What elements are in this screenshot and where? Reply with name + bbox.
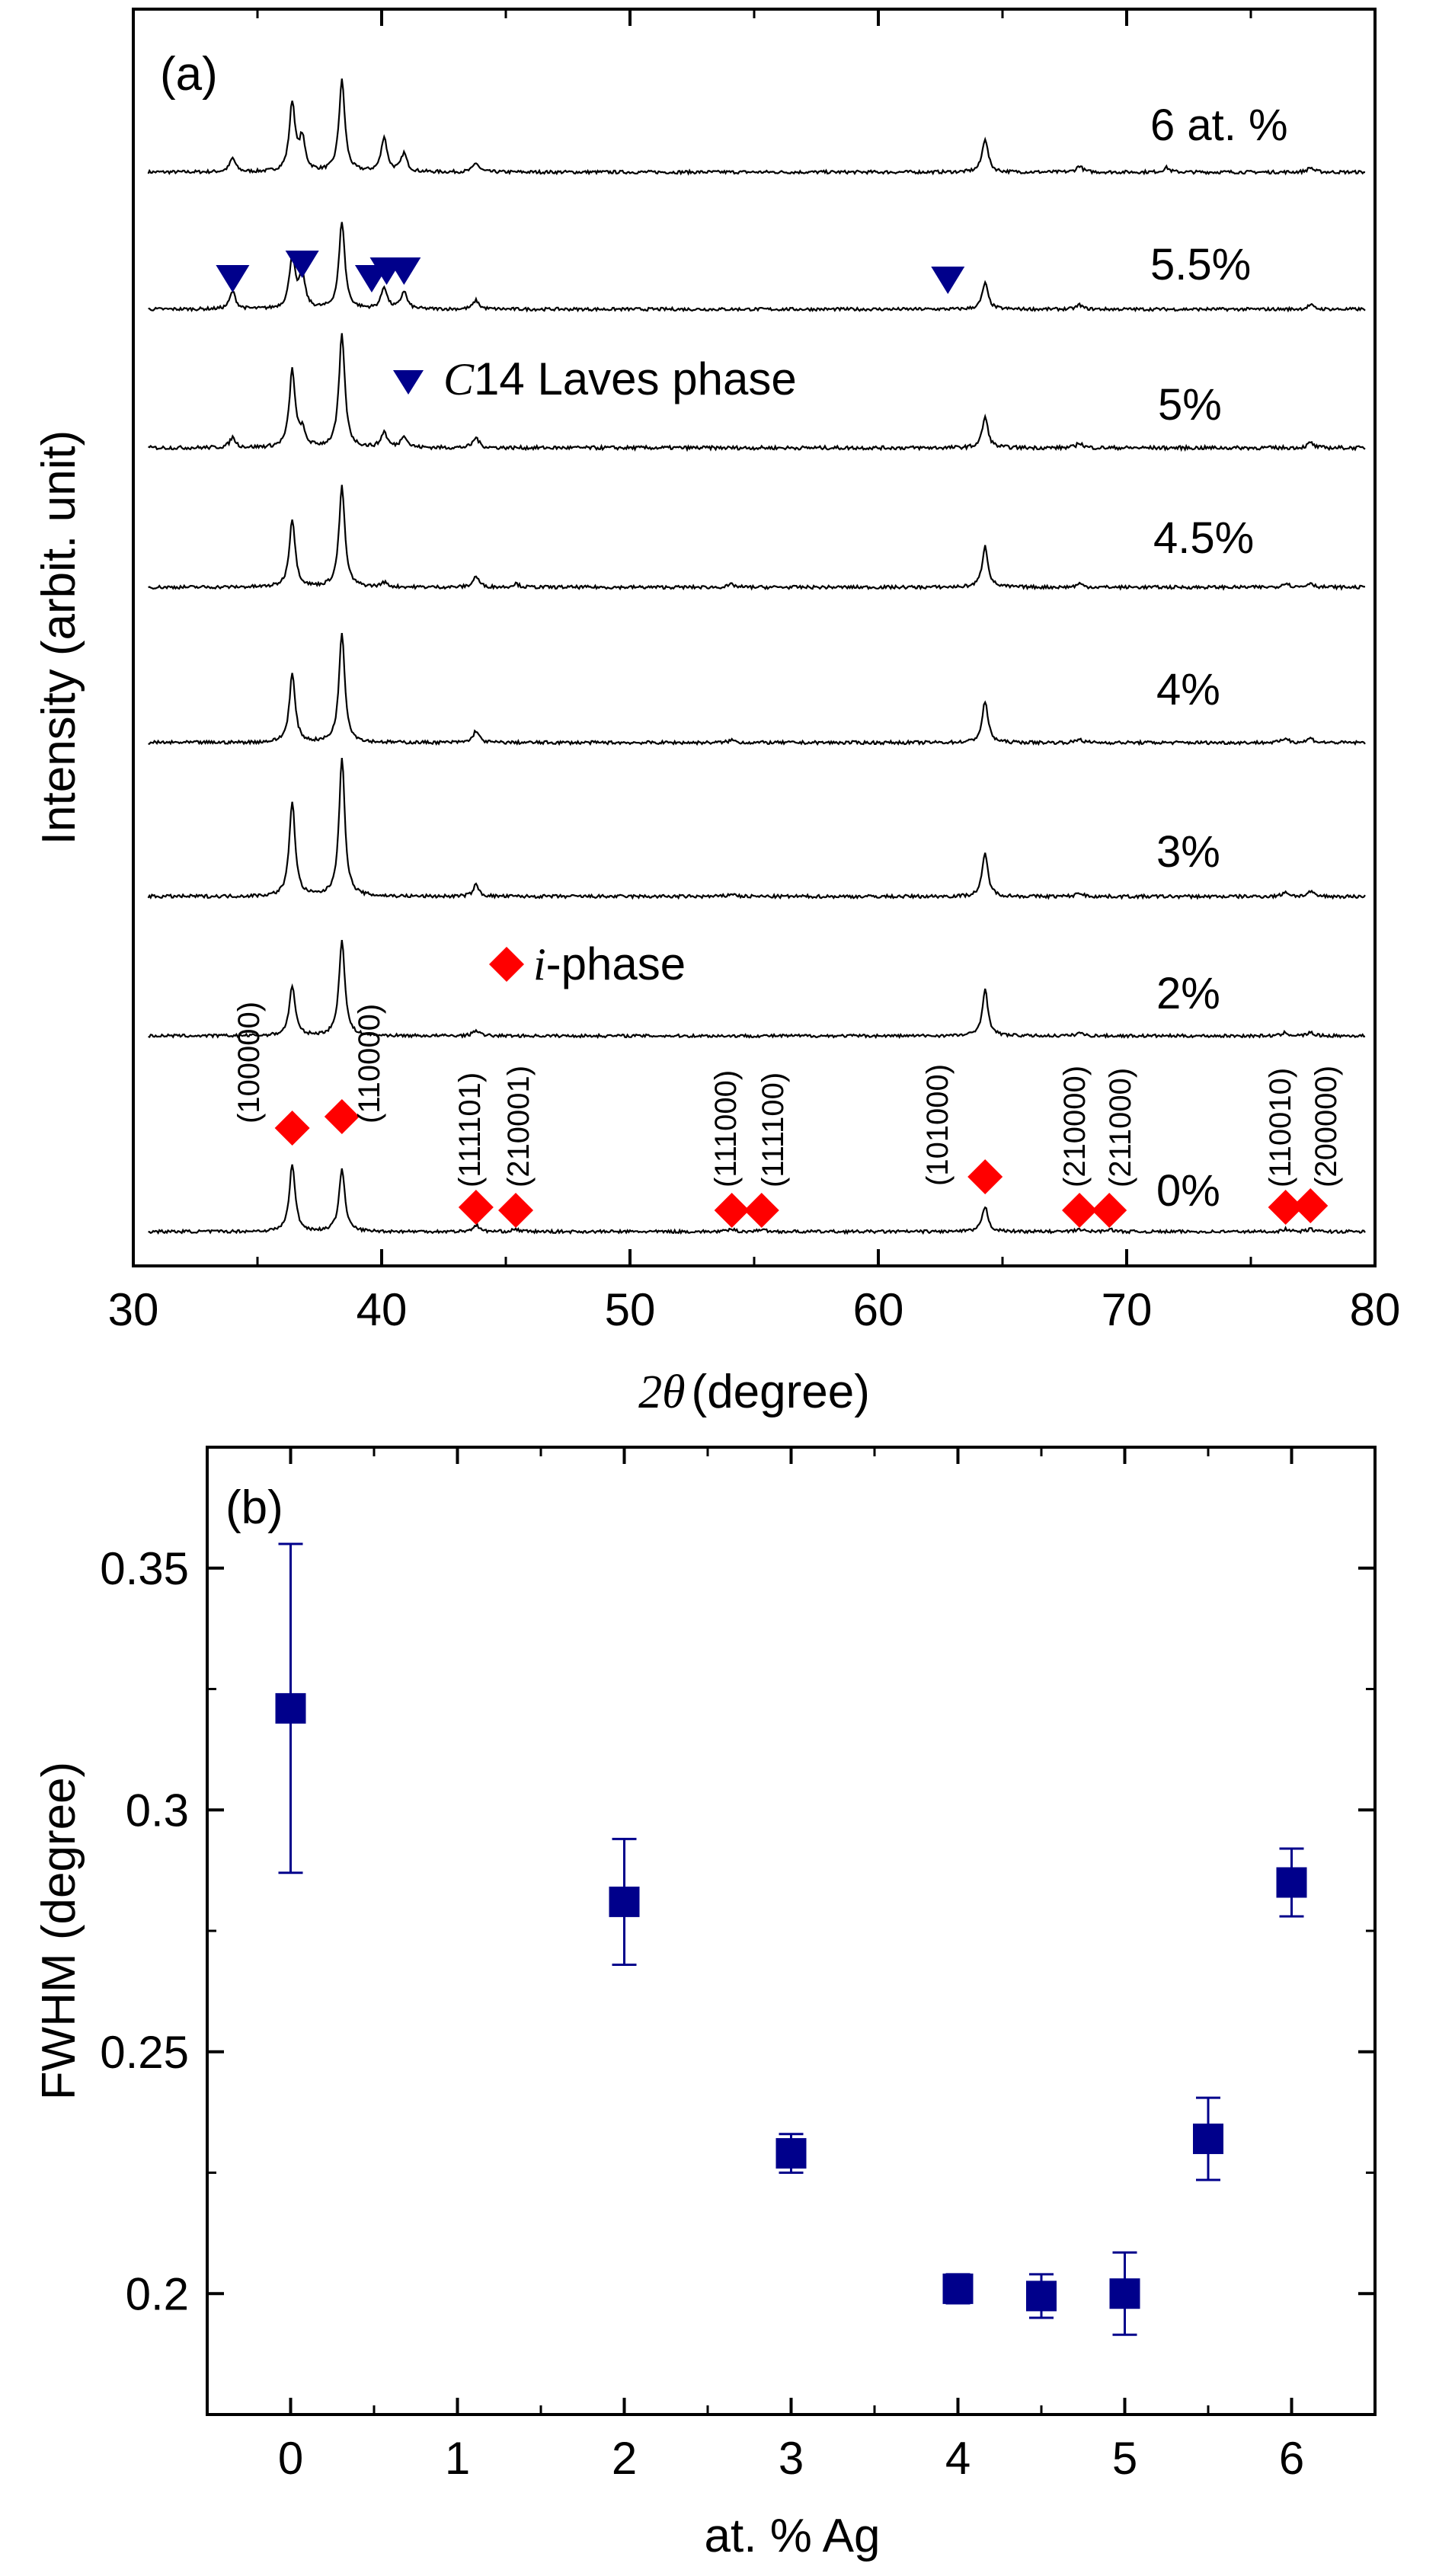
hkl-label: (101000) xyxy=(921,1064,955,1186)
fwhm-point xyxy=(609,1886,640,1917)
fwhm-point xyxy=(1026,2280,1057,2312)
xrd-trace xyxy=(147,78,1366,176)
panel-a-x-axis: 30 40 50 60 70 80 xyxy=(108,9,1401,1335)
i-phase-marker xyxy=(1062,1193,1098,1228)
i-phase-marker xyxy=(743,1193,779,1228)
panel-b-axes: 0 1 2 3 4 5 6 0.2 0.25 0.3 0.35 xyxy=(100,1446,1377,2484)
xrd-trace xyxy=(148,939,1366,1040)
fwhm-point xyxy=(275,1692,306,1724)
hkl-label: (200000) xyxy=(1309,1066,1343,1187)
x-axis-var: 2θ xyxy=(638,1366,685,1418)
hkl-label: (111101) xyxy=(453,1072,487,1187)
x-tick-label: 40 xyxy=(357,1284,408,1335)
panel-a-x-axis-title: 2θ (degree) xyxy=(638,1366,870,1418)
laves-marker xyxy=(387,257,421,285)
laves-legend-marker xyxy=(393,370,424,395)
x-tick-label: 4 xyxy=(945,2433,971,2484)
y-tick-label: 0.25 xyxy=(100,2027,189,2078)
i-phase-marker xyxy=(324,1099,360,1134)
xrd-trace xyxy=(147,757,1366,900)
i-phase-marker xyxy=(1293,1188,1329,1223)
panel-a-composition-labels: 6 at. % 5.5% 5% 4.5% 4% 3% 2% 0% xyxy=(1150,101,1288,1216)
x-tick-label: 6 xyxy=(1279,2433,1304,2484)
label-0: 0% xyxy=(1156,1166,1220,1216)
x-axis-unit: (degree) xyxy=(692,1366,870,1418)
y-tick-label: 0.2 xyxy=(126,2268,189,2319)
laves-legend-suffix: 14 Laves phase xyxy=(474,353,797,404)
panel-b-y-axis-title: FWHM (degree) xyxy=(33,1762,85,2100)
fwhm-point xyxy=(775,2138,807,2169)
i-phase-marker xyxy=(967,1159,1003,1194)
xrd-trace xyxy=(148,632,1366,746)
x-tick-label: 1 xyxy=(445,2433,470,2484)
x-tick-label: 5 xyxy=(1112,2433,1137,2484)
hkl-label: (110010) xyxy=(1264,1068,1297,1187)
laves-marker xyxy=(285,251,319,278)
hkl-label: (210001) xyxy=(502,1066,536,1187)
x-tick-label: 2 xyxy=(612,2433,637,2484)
label-4-5: 4.5% xyxy=(1153,513,1254,563)
laves-marker xyxy=(931,267,965,294)
i-phase-marker xyxy=(498,1193,534,1228)
i-phase-marker xyxy=(458,1190,494,1225)
laves-legend-label: C14 Laves phase xyxy=(443,353,797,404)
i-phase-marker xyxy=(714,1193,750,1228)
laves-marker xyxy=(216,265,250,292)
laves-legend-var: C xyxy=(443,354,475,404)
x-tick-label: 3 xyxy=(779,2433,804,2484)
y-tick-label: 0.3 xyxy=(126,1785,189,1836)
panel-a-traces xyxy=(147,78,1366,1235)
x-tick-label: 0 xyxy=(278,2433,303,2484)
i-phase-marker xyxy=(1268,1190,1303,1225)
panel-b-label: (b) xyxy=(225,1481,283,1534)
panel-a-frame xyxy=(132,8,1377,1267)
label-3: 3% xyxy=(1156,827,1220,877)
i-phase-marker xyxy=(274,1111,310,1146)
label-4: 4% xyxy=(1156,665,1220,714)
label-5-5: 5.5% xyxy=(1150,240,1251,289)
i-phase-marker xyxy=(1092,1193,1127,1228)
hkl-label: (110000) xyxy=(353,1004,386,1123)
label-2: 2% xyxy=(1156,969,1220,1018)
hkl-label: (111000) xyxy=(709,1070,743,1187)
xrd-trace xyxy=(148,484,1366,591)
fwhm-point xyxy=(1276,1867,1307,1898)
panel-b-fwhm: (b) 0 1 2 3 4 5 60.20.250.30.35 FWHM (degree) … xyxy=(33,1446,1377,2562)
x-tick-label: 70 xyxy=(1102,1284,1153,1335)
i-phase-legend-var: i xyxy=(533,939,546,989)
panel-b-x-axis-title: at. % Ag xyxy=(705,2510,881,2562)
panel-b-points xyxy=(275,1542,1307,2336)
i-phase-legend-suffix: -phase xyxy=(546,938,686,989)
hkl-label: (100000) xyxy=(232,1002,266,1123)
fwhm-point xyxy=(942,2273,974,2304)
label-6: 6 at. % xyxy=(1150,101,1288,150)
label-5: 5% xyxy=(1158,380,1222,430)
hkl-label: (211000) xyxy=(1104,1068,1137,1187)
panel-a-y-axis-title: Intensity (arbit. unit) xyxy=(33,430,85,845)
i-phase-legend-label: i-phase xyxy=(533,938,686,989)
hkl-label: (210000) xyxy=(1058,1066,1092,1187)
panel-a-xrd-patterns: (a) (100000) (110000) (111101) (210001) (111… xyxy=(33,8,1401,1418)
y-tick-label: 0.35 xyxy=(100,1543,189,1594)
x-tick-label: 50 xyxy=(605,1284,656,1335)
xrd-trace xyxy=(148,222,1366,313)
fwhm-point xyxy=(1193,2124,1223,2155)
xrd-trace xyxy=(148,1164,1366,1235)
x-tick-label: 60 xyxy=(853,1284,904,1335)
x-tick-label: 80 xyxy=(1350,1284,1401,1335)
panel-b-frame xyxy=(206,1446,1377,2416)
xrd-trace xyxy=(148,333,1366,452)
hkl-label: (111100) xyxy=(756,1072,790,1187)
i-phase-legend-marker xyxy=(489,947,524,982)
panel-a-label: (a) xyxy=(160,48,218,101)
x-tick-label: 30 xyxy=(108,1284,159,1335)
panel-a-markers: (100000) (110000) (111101) (210001) (111000)… xyxy=(216,251,1343,1228)
fwhm-point xyxy=(1109,2278,1140,2309)
